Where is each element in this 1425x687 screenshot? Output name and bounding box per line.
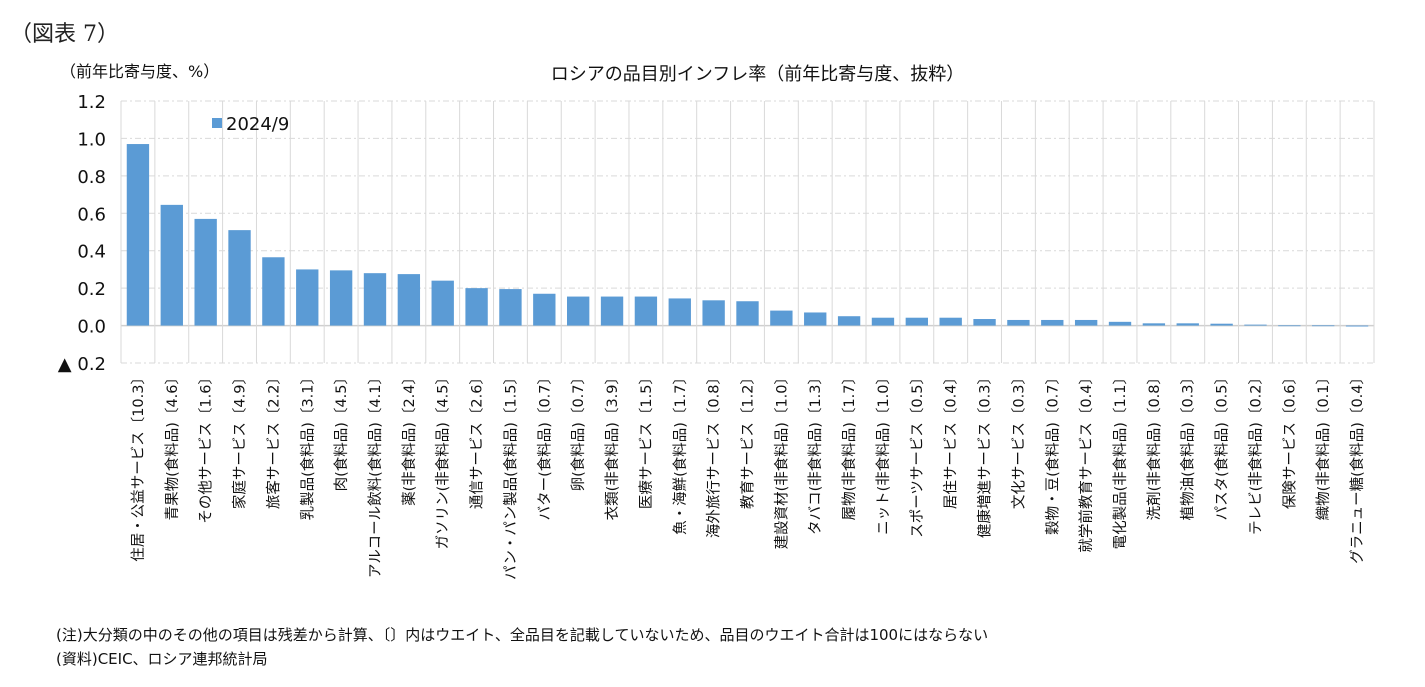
x-tick-label: アルコール飲料(食料品)〔4.1〕 [367,370,384,578]
bar [804,312,827,326]
bar [634,296,658,326]
y-tick-label: 0.6 [77,204,106,225]
bar [600,296,624,326]
x-tick-label: タバコ(非食料品)〔1.3〕 [807,370,824,535]
bar [363,273,387,326]
x-tick-label: バター(食料品)〔0.7〕 [536,370,553,520]
x-tick-label: 肉(食料品)〔4.5〕 [333,370,350,491]
footnote: (注)大分類の中のその他の項目は残差から計算、〔〕内はウエイト、全品目を記載して… [56,626,989,644]
chart-title: ロシアの品目別インフレ率（前年比寄与度、抜粋） [550,64,965,85]
bar [905,317,928,326]
x-tick-label: 織物(非食料品)〔0.1〕 [1315,370,1332,520]
x-tick-label: その他サービス〔1.6〕 [198,370,215,524]
figure-label: （図表 7） [10,22,119,47]
bar [160,204,183,326]
bar [770,310,793,326]
bar [465,288,488,326]
bar [837,316,861,326]
bar [973,319,996,326]
bar [499,289,522,326]
x-tick-label: 衣類(非食料品)〔3.9〕 [604,370,621,520]
y-tick-label: ▲ 0.2 [58,354,106,375]
bar [126,144,150,326]
y-tick-label: 0.8 [77,167,106,188]
x-tick-label: 健康増進サービス〔0.3〕 [977,370,994,538]
source-note: (資料)CEIC、ロシア連邦統計局 [56,650,268,668]
x-tick-label: ガソリン(非食料品)〔4.5〕 [435,370,452,549]
axis-layer: 1.2 1.0 0.8 0.6 0.4 0.2 0.0 ▲ 0.2 住居・公益サービス〔10.3… [58,92,1366,580]
x-tick-label: 洗剤(非食料品)〔0.8〕 [1146,370,1163,520]
x-tick-label: 乳製品(食料品)〔3.1〕 [299,370,316,520]
x-tick-label: 海外旅行サービス〔0.8〕 [706,370,723,538]
y-axis-unit-label: （前年比寄与度、%） [60,62,220,81]
bar [228,230,251,326]
x-tick-label: 保険サービス〔0.6〕 [1281,370,1298,509]
bar [668,298,691,326]
x-tick-label: 居住サービス〔0.4〕 [943,370,960,509]
x-tick-label: 就学前教育サービス〔0.4〕 [1078,370,1095,553]
bar [194,218,217,326]
x-tick-label: 履物(非食料品)〔1.7〕 [841,370,858,520]
x-tick-label: 通信サービス〔2.6〕 [469,370,486,509]
x-tick-label: グラニュー糖(食料品)〔0.4〕 [1349,370,1366,564]
x-tick-label: 青果物(食料品)〔4.6〕 [164,370,181,520]
x-tick-label: 植物油(食料品)〔0.3〕 [1180,370,1197,520]
legend: 2024/9 [212,114,289,135]
bar [1176,323,1199,326]
legend-label: 2024/9 [226,114,289,135]
y-tick-label: 0.4 [77,242,106,263]
x-tick-label: 教育サービス〔1.2〕 [740,370,757,509]
x-tick-label: 魚・海鮮(食料品)〔1.7〕 [672,370,689,535]
y-tick-label: 0.2 [77,279,106,300]
x-tick-label: 医療サービス〔1.5〕 [638,370,655,509]
bar [1041,319,1064,326]
x-tick-label: 文化サービス〔0.3〕 [1010,370,1027,509]
x-tick-label: パスタ(食料品)〔0.5〕 [1214,370,1231,520]
x-tick-label: 建設資材(非食料品)〔1.0〕 [773,370,790,549]
x-tick-label: 旅客サービス〔2.2〕 [265,370,282,509]
bar [1108,321,1132,326]
bar [262,257,285,326]
x-tick-label: スポーツサービス〔0.5〕 [909,370,926,538]
grid-layer [120,100,1375,364]
x-tick-label: 穀物・豆(食料品)〔0.7〕 [1044,370,1061,535]
bar [1210,323,1233,326]
y-tick-label: 1.2 [77,92,106,113]
bar [702,300,725,326]
x-tick-label: 家庭サービス〔4.9〕 [232,370,249,509]
bar-layer [126,144,1369,327]
bar [1278,325,1301,327]
bar [1244,324,1267,326]
y-tick-label: 0.0 [77,317,106,338]
y-tick-label: 1.0 [77,129,106,150]
bar [329,270,353,326]
bar [871,317,895,326]
bar [1007,319,1030,326]
x-tick-label: 住居・公益サービス〔10.3〕 [130,370,147,562]
x-tick-label: ニット(非食料品)〔1.0〕 [875,370,892,535]
bar [533,293,556,326]
x-tick-label: 薬(非食料品)〔2.4〕 [401,370,418,506]
bar [431,280,454,326]
bar [939,317,962,326]
bar [397,274,421,326]
bar [567,296,590,326]
legend-swatch [212,118,222,128]
bar [1345,325,1369,327]
bar [296,269,319,326]
bar [1142,323,1166,326]
x-tick-label: 卵(食料品)〔0.7〕 [570,370,587,491]
bar [1312,325,1335,327]
bar [736,301,759,326]
x-tick-label: テレビ(非食料品)〔0.2〕 [1247,370,1264,535]
x-tick-label: パン・パン製品(食料品)〔1.5〕 [502,370,519,580]
x-tick-label: 電化製品(非食料品)〔1.1〕 [1112,370,1129,549]
bar [1074,319,1098,326]
